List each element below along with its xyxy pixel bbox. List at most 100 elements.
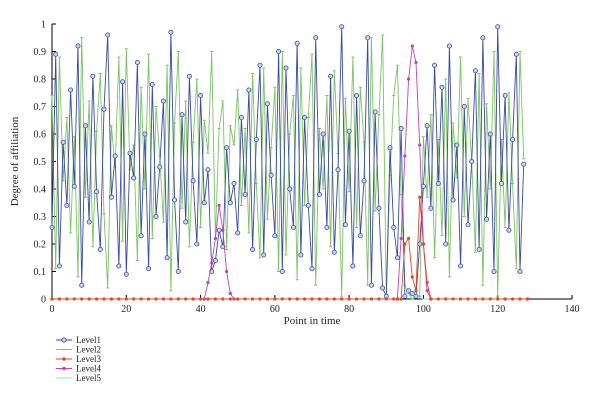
series-level2 [50, 34, 526, 300]
data-point-level1 [521, 161, 527, 167]
data-point-level1 [320, 131, 326, 137]
y-tick-label: 0.3 [34, 212, 47, 223]
data-point-level1 [216, 227, 222, 233]
data-point-level1 [428, 205, 434, 211]
data-point-level1 [134, 60, 140, 66]
data-point-level3 [57, 297, 62, 301]
x-axis-label: Point in time [284, 315, 341, 327]
data-point-level1 [116, 263, 122, 269]
data-point-level4 [224, 269, 229, 274]
series-line-level3 [52, 197, 528, 300]
data-point-level1 [443, 241, 449, 247]
data-point-level1 [97, 246, 103, 252]
legend-label-level5: Level5 [76, 373, 101, 383]
data-point-level1 [354, 93, 360, 99]
data-point-level3 [280, 297, 284, 301]
data-point-level1 [391, 224, 397, 230]
data-point-level3 [169, 297, 173, 301]
data-point-level1 [380, 285, 386, 291]
data-point-level1 [435, 180, 441, 186]
data-point-level3 [414, 289, 418, 293]
data-point-level3 [87, 297, 91, 301]
data-point-level3 [236, 297, 240, 301]
y-tick-label: 0.7 [34, 102, 47, 113]
data-point-level3 [418, 195, 422, 199]
data-point-level3 [347, 297, 351, 301]
data-point-level1 [450, 197, 456, 203]
data-point-level1 [279, 268, 285, 274]
y-tick-label: 0.4 [34, 185, 47, 196]
data-point-level4 [213, 236, 218, 241]
data-point-level1 [290, 224, 296, 230]
data-point-level3 [518, 297, 522, 301]
data-point-level1 [472, 68, 478, 74]
data-point-level3 [124, 297, 128, 301]
data-point-level1 [517, 268, 523, 274]
data-point-level3 [310, 297, 314, 301]
chart-axes: 0 20 40 60 80 100 120 140 0 0.1 0.2 0.3 0.4 0.5 0.6 0.7… [34, 20, 580, 316]
data-point-level1 [294, 40, 300, 46]
data-point-level1 [328, 73, 334, 79]
data-point-level1 [142, 131, 148, 137]
data-point-level1 [376, 205, 382, 211]
data-point-level1 [424, 123, 430, 129]
data-point-level1 [495, 24, 501, 30]
data-point-level3 [72, 297, 76, 301]
data-point-level1 [484, 216, 490, 222]
x-tick-label: 100 [416, 304, 431, 315]
data-point-level3 [154, 297, 158, 301]
data-point-level1 [316, 191, 322, 197]
data-point-level1 [432, 62, 438, 68]
series-layer [49, 24, 530, 301]
data-point-level3 [488, 297, 492, 301]
data-point-level3 [317, 297, 322, 301]
x-tick-label: 20 [121, 304, 131, 315]
data-point-level1 [309, 266, 315, 272]
series-line-level2 [51, 34, 525, 300]
data-point-level1 [68, 87, 74, 93]
data-point-level1 [201, 200, 207, 206]
legend-marker-level4 [62, 366, 66, 371]
legend-item-level2: Level2 [56, 345, 101, 355]
data-point-level1 [75, 43, 81, 49]
data-point-level1 [53, 51, 59, 57]
data-point-level3 [332, 297, 336, 301]
data-point-level1 [313, 35, 319, 41]
data-point-level1 [94, 189, 100, 195]
data-point-level1 [153, 213, 159, 219]
data-point-level3 [384, 297, 388, 301]
data-point-level3 [410, 275, 414, 279]
legend-item-level5: Level5 [56, 373, 101, 383]
data-point-level1 [56, 263, 62, 269]
data-point-level1 [302, 115, 308, 121]
data-point-level1 [127, 150, 133, 156]
x-tick-label: 40 [196, 304, 206, 315]
data-point-level4 [418, 143, 422, 147]
legend-item-level4: Level4 [56, 364, 101, 374]
data-point-level3 [325, 297, 329, 301]
data-point-level3 [265, 297, 270, 301]
data-point-level1 [264, 101, 270, 107]
data-point-level4 [206, 280, 210, 285]
data-point-level1 [346, 128, 352, 134]
y-tick-label: 0.8 [34, 75, 47, 86]
data-point-level3 [503, 297, 507, 301]
data-point-level1 [287, 186, 293, 192]
y-tick-label: 0.2 [34, 240, 47, 251]
legend-marker-level1 [61, 337, 67, 343]
data-point-level1 [179, 112, 185, 118]
data-point-level1 [253, 136, 259, 142]
data-point-level1 [172, 197, 178, 203]
series-level3 [50, 195, 530, 301]
data-point-level3 [117, 297, 121, 301]
x-tick-label: 0 [50, 304, 55, 315]
legend-label-level4: Level4 [76, 364, 101, 374]
y-tick-label: 0.6 [34, 130, 47, 141]
data-point-level1 [64, 202, 70, 208]
y-tick-label: 0.5 [34, 157, 47, 168]
data-point-level1 [175, 268, 181, 274]
legend-item-level1: Level1 [56, 335, 101, 345]
data-point-level1 [305, 202, 311, 208]
legend-item-level3: Level3 [56, 354, 101, 364]
data-point-level3 [65, 297, 69, 301]
